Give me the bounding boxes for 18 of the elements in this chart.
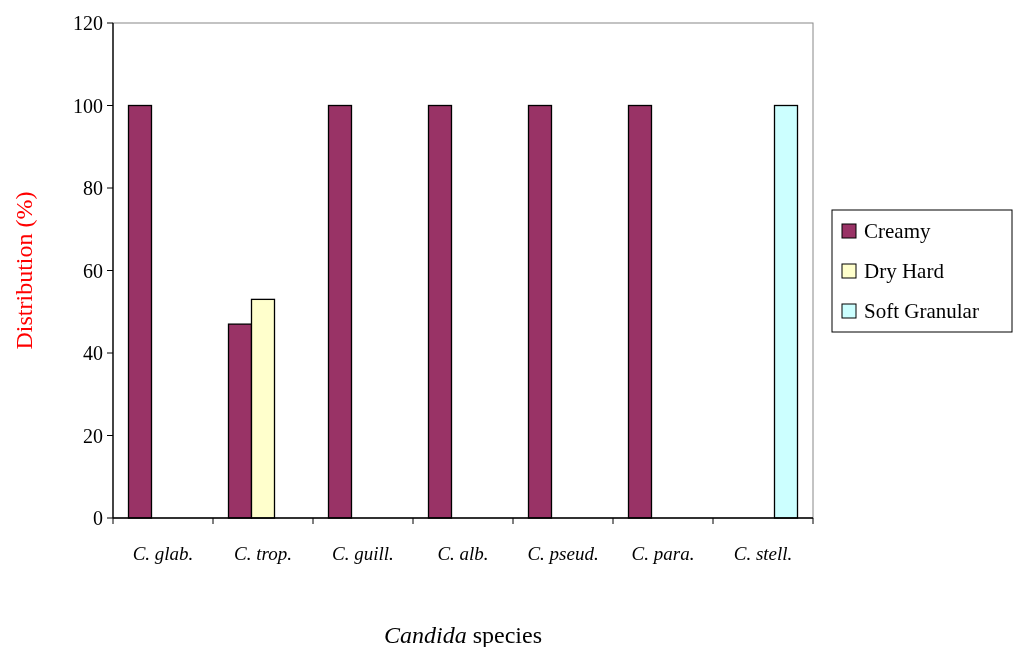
x-tick-label: C. para. <box>631 543 695 564</box>
x-tick-label: C. trop. <box>234 543 292 564</box>
x-tick-label: C. guill. <box>332 543 394 564</box>
y-tick-label: 20 <box>83 424 103 447</box>
y-tick-label: 60 <box>83 259 103 282</box>
x-tick-label: C. stell. <box>733 543 793 564</box>
x-tick-label: C. alb. <box>437 543 489 564</box>
y-tick-label: 0 <box>93 507 103 529</box>
x-tick-label: C. pseud. <box>527 543 599 564</box>
y-tick-label: 40 <box>83 342 103 364</box>
y-tick-label: 120 <box>73 12 103 34</box>
y-tick-label: 80 <box>83 177 103 199</box>
y-axis-title: Distribution (%) <box>11 191 37 350</box>
legend-label: Creamy <box>864 219 931 244</box>
legend-label: Dry Hard <box>864 259 945 284</box>
x-tick-label: C. glab. <box>132 543 194 564</box>
y-tick-label: 100 <box>73 94 103 117</box>
legend-label: Soft Granular <box>864 299 979 324</box>
